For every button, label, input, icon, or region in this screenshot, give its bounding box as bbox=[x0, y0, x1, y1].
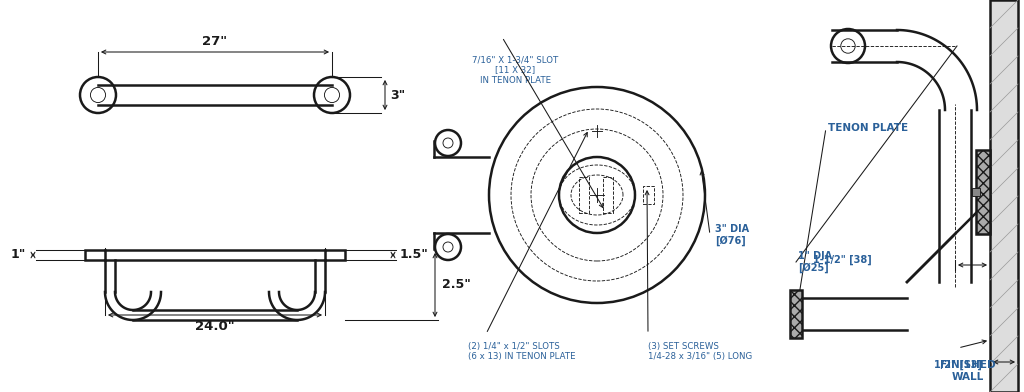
Text: 1" DIA
[Ø25]: 1" DIA [Ø25] bbox=[798, 251, 833, 273]
Text: 1": 1" bbox=[10, 249, 26, 261]
Bar bbox=[325, 250, 345, 260]
Text: 7/16" X 1-3/4" SLOT
[11 X 32]
IN TENON PLATE: 7/16" X 1-3/4" SLOT [11 X 32] IN TENON P… bbox=[472, 55, 558, 85]
Text: TENON PLATE: TENON PLATE bbox=[828, 123, 908, 133]
Text: 2.5": 2.5" bbox=[442, 278, 471, 292]
Bar bbox=[990, 0, 1018, 392]
Text: FINISHED
WALL: FINISHED WALL bbox=[940, 360, 995, 381]
Bar bbox=[579, 177, 589, 213]
Text: 1-1/2" [38]: 1-1/2" [38] bbox=[813, 255, 871, 265]
Bar bbox=[643, 186, 654, 204]
Text: 3": 3" bbox=[390, 89, 406, 102]
Text: 24.0": 24.0" bbox=[196, 320, 234, 333]
Text: (2) 1/4" x 1/2" SLOTS
(6 x 13) IN TENON PLATE: (2) 1/4" x 1/2" SLOTS (6 x 13) IN TENON … bbox=[468, 342, 575, 361]
Text: 1/2" [13]: 1/2" [13] bbox=[934, 360, 982, 370]
Text: 3" DIA
[Ø76]: 3" DIA [Ø76] bbox=[715, 224, 750, 246]
Bar bbox=[790, 290, 802, 338]
Bar bbox=[603, 177, 613, 213]
Text: 1.5": 1.5" bbox=[400, 249, 429, 261]
Text: (3) SET SCREWS
1/4-28 x 3/16" (5) LONG: (3) SET SCREWS 1/4-28 x 3/16" (5) LONG bbox=[648, 342, 753, 361]
Bar bbox=[972, 188, 980, 196]
Text: 27": 27" bbox=[203, 35, 227, 48]
Bar bbox=[976, 150, 990, 234]
Bar bbox=[85, 250, 105, 260]
